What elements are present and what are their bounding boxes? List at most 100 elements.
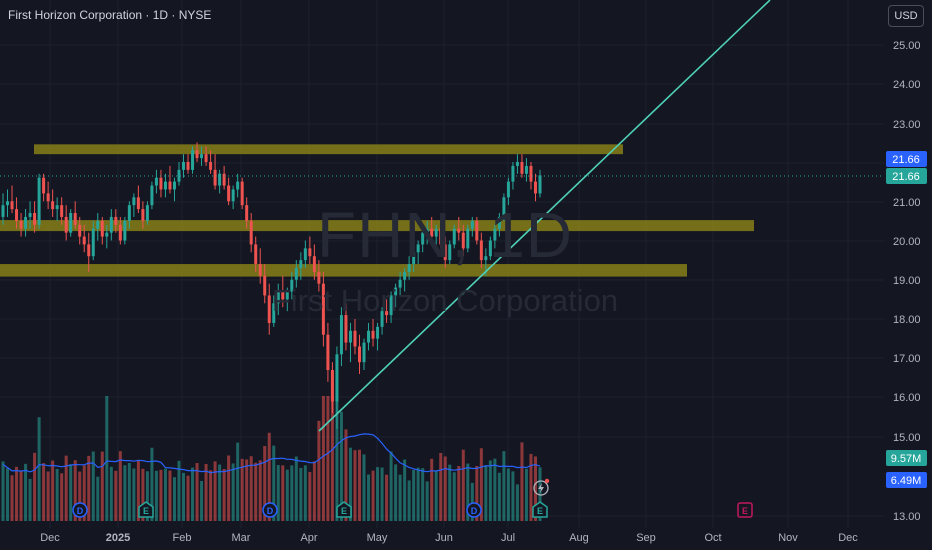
volume-bar — [73, 460, 77, 521]
event-marker-dividend[interactable]: D — [72, 502, 88, 518]
volume-bar — [42, 463, 46, 521]
candle-body — [398, 279, 402, 288]
event-marker-earnings[interactable]: E — [532, 501, 548, 518]
time-tick-label: Nov — [778, 532, 798, 544]
volume-bar — [100, 451, 104, 521]
candle-body — [227, 185, 231, 202]
volume-bar — [28, 478, 32, 521]
volume-bar — [64, 455, 68, 521]
volume-bar — [312, 461, 316, 521]
volume-bar — [82, 465, 86, 521]
volume-bar — [127, 462, 131, 521]
volume-bar — [172, 477, 176, 521]
volume-bar — [452, 472, 456, 521]
price-tick-label: 24.00 — [893, 79, 921, 91]
candle-body — [236, 181, 240, 190]
volume-bar — [15, 466, 19, 521]
price-axis-labels: 21.66 21.66 9.57M 6.49M — [886, 151, 927, 488]
candle-body — [506, 181, 510, 198]
candle-body — [524, 165, 528, 174]
candle-body — [330, 370, 334, 402]
candle-body — [209, 162, 213, 170]
price-tick-label: 16.00 — [893, 392, 921, 404]
volume-label: 9.57M — [891, 453, 922, 465]
event-marker-dividend[interactable]: D — [262, 502, 278, 518]
volume-bar — [430, 458, 434, 521]
candle-body — [42, 177, 46, 194]
volume-bar — [443, 456, 447, 521]
volume-bar — [529, 453, 533, 521]
volume-bar — [222, 468, 226, 521]
currency-button[interactable]: USD — [888, 5, 924, 27]
volume-bar — [421, 468, 425, 521]
time-tick-label: Oct — [704, 532, 721, 544]
candle-body — [87, 244, 91, 257]
candle-body — [452, 228, 456, 245]
volume-bar — [425, 481, 429, 521]
event-marker-letter: D — [471, 506, 478, 516]
candle-body — [488, 240, 492, 257]
candle-body — [141, 209, 145, 221]
candle-body — [533, 181, 537, 194]
volume-bar — [466, 463, 470, 521]
candle-body — [448, 244, 452, 261]
candle-body — [64, 216, 68, 233]
candle-body — [502, 197, 506, 217]
candle-body — [484, 256, 488, 261]
price-tick-label: 19.00 — [893, 275, 921, 287]
candle-body — [213, 169, 217, 186]
volume-bar — [209, 470, 213, 521]
candle-body — [15, 209, 19, 221]
price-tick-label: 20.00 — [893, 236, 921, 248]
candle-body — [132, 197, 136, 206]
candle-body — [123, 220, 127, 241]
candle-body — [222, 173, 226, 186]
candle-body — [281, 291, 285, 300]
candle-body — [461, 232, 465, 249]
symbol-title[interactable]: First Horizon Corporation · 1D · NYSE — [8, 8, 212, 22]
event-marker-upcoming-earnings[interactable]: E — [737, 502, 753, 518]
earnings-icon — [532, 501, 548, 518]
event-marker-earnings[interactable]: E — [336, 501, 352, 518]
event-marker-dividend[interactable]: D — [466, 502, 482, 518]
candle-body — [172, 181, 176, 190]
volume-bar — [60, 473, 64, 521]
volume-ma-label-badge — [886, 472, 927, 488]
volume-bar — [105, 396, 109, 521]
volume-bar — [118, 451, 122, 521]
candle-body — [163, 181, 167, 190]
candle-body — [182, 162, 186, 170]
candle-body — [497, 216, 501, 229]
volume-bar — [240, 458, 244, 521]
event-marker-earnings[interactable]: E — [138, 501, 154, 518]
candle-body — [493, 228, 497, 241]
volume-bar — [357, 449, 361, 521]
candle-body — [96, 220, 100, 229]
volume-bar — [497, 472, 501, 521]
candle-body — [515, 162, 519, 166]
price-candles — [1, 142, 542, 429]
volume-bar — [114, 470, 118, 521]
candle-body — [114, 216, 118, 225]
support-resistance-zone — [0, 264, 687, 277]
candle-body — [344, 315, 348, 343]
earnings-indicator-icon[interactable] — [533, 478, 550, 496]
volume-bar — [159, 469, 163, 521]
candle-body — [362, 342, 366, 363]
dividend-icon — [466, 502, 482, 518]
earnings-icon — [336, 501, 352, 518]
candle-body — [312, 256, 316, 272]
candle-body — [276, 291, 280, 304]
volume-bar — [46, 471, 50, 521]
time-tick-label: May — [367, 532, 388, 544]
candle-body — [168, 181, 172, 190]
volume-bar — [1, 461, 5, 521]
volume-bar — [177, 460, 181, 521]
volume-bar — [191, 467, 195, 521]
time-tick-label: Aug — [569, 532, 589, 544]
candle-body — [421, 232, 425, 245]
volume-bar — [389, 451, 393, 521]
candle-body — [263, 275, 267, 296]
